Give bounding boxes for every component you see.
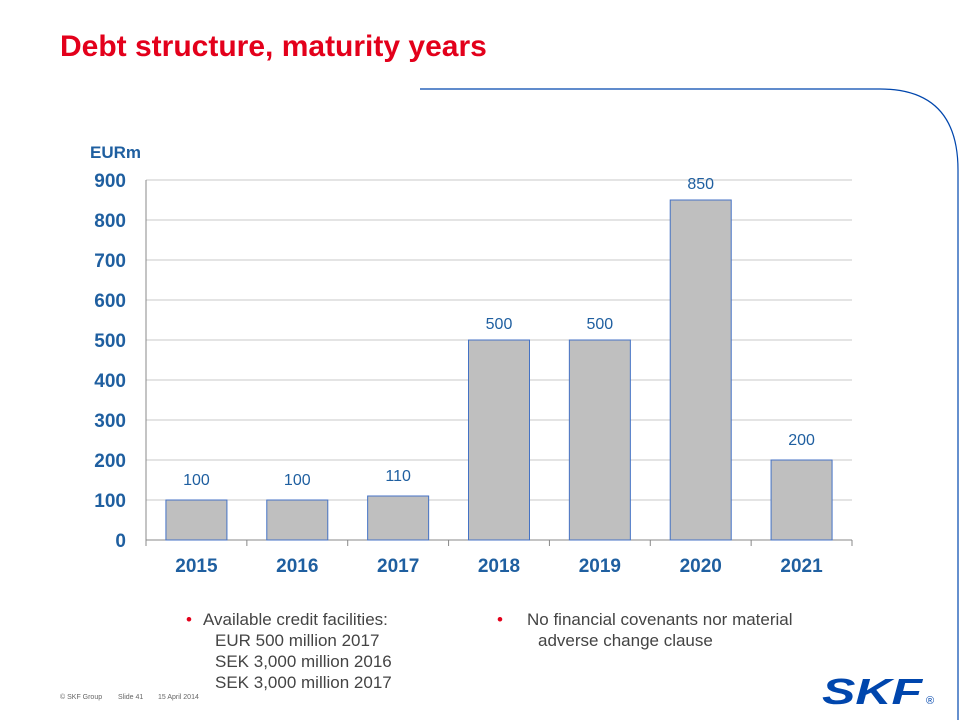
footer-slide-number: Slide 41 (118, 694, 144, 701)
bar-2020 (669, 199, 732, 541)
y-axis-label: EURm (90, 143, 141, 162)
logo-text: SKF (822, 672, 923, 708)
x-tick-label-2020: 2020 (680, 556, 722, 577)
slide-title: Debt structure, maturity years (60, 30, 487, 63)
x-tick-label-2017: 2017 (377, 556, 419, 577)
x-tick-label-2021: 2021 (780, 556, 823, 577)
footer-copyright: © SKF Group (60, 694, 103, 701)
bullet-line-4: SEK 3,000 million 2017 (215, 673, 392, 692)
y-tick-label: 500 (94, 331, 126, 352)
y-tick-label: 800 (94, 211, 126, 232)
logo-registered-mark: ® (926, 695, 934, 707)
bullet-dot: • (497, 610, 503, 629)
bullet-line-2: EUR 500 million 2017 (215, 631, 380, 650)
data-label-2018: 500 (486, 316, 513, 333)
bar-2018 (468, 339, 530, 541)
covenants-bullets: • No financial covenants nor material ad… (497, 609, 793, 651)
bar-2016 (266, 499, 329, 541)
data-label-2015: 100 (183, 472, 210, 489)
skf-logo: SKF ® (822, 672, 934, 708)
y-tick-label: 400 (94, 371, 126, 392)
bullet-line-3: SEK 3,000 million 2016 (215, 652, 392, 671)
bullet-covenants: • No financial covenants nor material ad… (497, 609, 793, 651)
bar-2021 (770, 459, 833, 541)
y-tick-label: 100 (94, 491, 126, 512)
y-tick-label: 600 (94, 291, 126, 312)
x-tick-label-2019: 2019 (579, 556, 621, 577)
bar-2019 (568, 339, 631, 541)
bullet-line-1: No financial covenants nor material (527, 610, 793, 629)
y-tick-label: 900 (94, 171, 126, 192)
bullet-line-2: adverse change clause (538, 631, 713, 650)
footer-date: 15 April 2014 (158, 694, 199, 701)
data-label-2019: 500 (587, 316, 614, 333)
data-label-2016: 100 (284, 472, 311, 489)
bar-2017 (367, 495, 430, 541)
data-label-2021: 200 (788, 432, 815, 449)
bullet-line-1: Available credit facilities: (203, 610, 388, 629)
bullet-dot: • (186, 610, 192, 629)
x-tick-label-2018: 2018 (478, 556, 520, 577)
data-label-2020: 850 (687, 176, 714, 193)
bar-chart: EURm 0 100 200 300 400 500 600 700 800 900 100 2015… (90, 143, 853, 577)
data-label-2017: 110 (385, 468, 411, 485)
bullet-credit-facilities: • Available credit facilities: EUR 500 m… (186, 609, 392, 693)
bar-2015 (165, 499, 228, 541)
y-tick-label: 700 (94, 251, 126, 272)
credit-facilities-bullets: • Available credit facilities: EUR 500 m… (186, 609, 392, 693)
x-tick-label-2016: 2016 (276, 556, 318, 577)
y-tick-label: 200 (94, 451, 126, 472)
y-tick-label: 0 (115, 531, 126, 552)
x-tick-label-2015: 2015 (175, 556, 218, 577)
y-tick-label: 300 (94, 411, 126, 432)
